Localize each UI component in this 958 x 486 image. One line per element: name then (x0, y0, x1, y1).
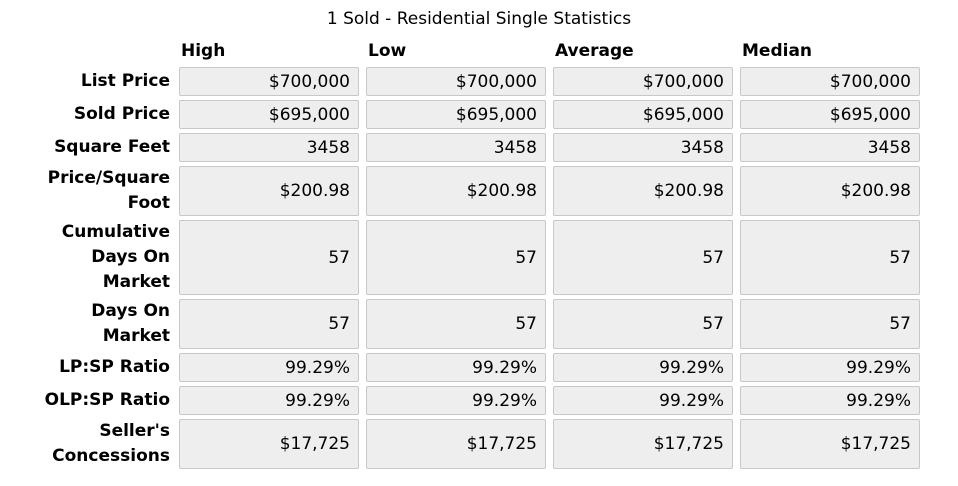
value-cell-average: $700,000 (553, 67, 733, 96)
value-cell-median: 57 (740, 299, 920, 349)
row-label-olp-sp-ratio: OLP:SP Ratio (44, 390, 170, 410)
value-cell-median: $700,000 (740, 67, 920, 96)
value-cell-median: $695,000 (740, 100, 920, 129)
statistics-table: High Low Average Median List Price $700,… (0, 39, 920, 469)
value-cell-median: $17,725 (740, 419, 920, 469)
value-cell-high: 57 (179, 220, 359, 295)
value-cell-low: 3458 (366, 133, 546, 162)
value-cell-low: 99.29% (366, 386, 546, 415)
row-label-cumulative-days-on-market: Cumulative Days On Market (61, 222, 170, 292)
row-label-days-on-market: Days On Market (91, 301, 170, 346)
value-cell-high: $695,000 (179, 100, 359, 129)
value-cell-median: 99.29% (740, 353, 920, 382)
value-cell-high: 3458 (179, 133, 359, 162)
value-cell-average: 99.29% (553, 386, 733, 415)
value-cell-median: $200.98 (740, 166, 920, 216)
value-cell-low: $700,000 (366, 67, 546, 96)
value-cell-low: $17,725 (366, 419, 546, 469)
value-cell-high: 99.29% (179, 386, 359, 415)
value-cell-high: $200.98 (179, 166, 359, 216)
value-cell-average: $17,725 (553, 419, 733, 469)
value-cell-average: $200.98 (553, 166, 733, 216)
column-header-high: High (181, 41, 226, 61)
row-label-list-price: List Price (80, 71, 170, 91)
row-label-lp-sp-ratio: LP:SP Ratio (59, 357, 170, 377)
value-cell-average: 57 (553, 220, 733, 295)
value-cell-high: $700,000 (179, 67, 359, 96)
value-cell-high: $17,725 (179, 419, 359, 469)
value-cell-low: 57 (366, 299, 546, 349)
value-cell-median: 99.29% (740, 386, 920, 415)
column-header-median: Median (742, 41, 813, 61)
header-spacer (0, 39, 172, 63)
value-cell-median: 3458 (740, 133, 920, 162)
page-title: 1 Sold - Residential Single Statistics (326, 9, 632, 29)
row-label-square-feet: Square Feet (54, 137, 170, 157)
value-cell-average: 99.29% (553, 353, 733, 382)
value-cell-low: $695,000 (366, 100, 546, 129)
row-label-price-per-square-foot: Price/Square Foot (47, 168, 170, 213)
column-header-low: Low (368, 41, 407, 61)
row-label-sellers-concessions: Seller's Concessions (52, 421, 170, 466)
column-header-average: Average (555, 41, 634, 61)
value-cell-median: 57 (740, 220, 920, 295)
value-cell-average: 3458 (553, 133, 733, 162)
value-cell-low: 57 (366, 220, 546, 295)
value-cell-low: 99.29% (366, 353, 546, 382)
value-cell-average: $695,000 (553, 100, 733, 129)
value-cell-low: $200.98 (366, 166, 546, 216)
value-cell-average: 57 (553, 299, 733, 349)
row-label-sold-price: Sold Price (73, 104, 170, 124)
value-cell-high: 57 (179, 299, 359, 349)
value-cell-high: 99.29% (179, 353, 359, 382)
